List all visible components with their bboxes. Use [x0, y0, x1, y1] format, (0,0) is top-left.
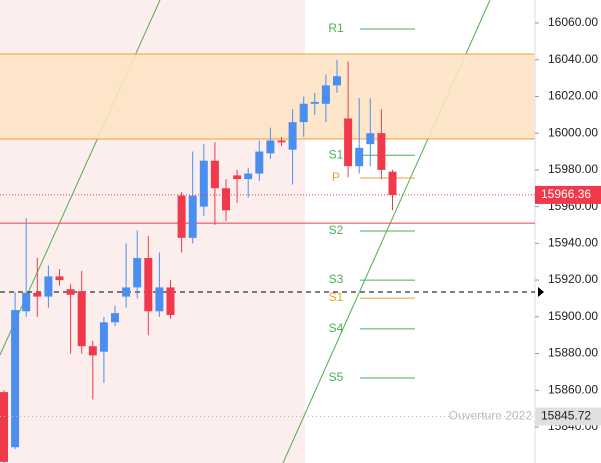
y-tick-label: 15880.00 [548, 346, 598, 360]
pivot-label: R1 [328, 21, 344, 35]
candle-body [188, 195, 197, 238]
y-tick-label: 16000.00 [548, 125, 598, 139]
candle-body [255, 151, 264, 174]
candle-body [22, 292, 31, 312]
pivot-label: S2 [329, 223, 344, 237]
pivot-label: S1 [329, 290, 344, 304]
candle-body [344, 118, 353, 167]
pivot-label: S5 [329, 370, 344, 384]
y-tick-label: 16060.00 [548, 15, 598, 29]
candle-body [210, 160, 219, 189]
candle-body [155, 287, 164, 312]
pivot-label: S1 [329, 147, 344, 161]
candle-body [166, 287, 175, 315]
candle-body [333, 76, 341, 86]
price-tag-label: 15966.36 [541, 187, 591, 201]
y-tick-label: 16040.00 [548, 52, 598, 66]
price-tag [535, 407, 601, 426]
candle-body [199, 160, 208, 207]
pivot-label: P [332, 170, 340, 184]
candle-body [222, 188, 230, 211]
candle-body [144, 258, 153, 312]
y-tick-label: 15860.00 [548, 382, 598, 396]
arrow [538, 287, 544, 298]
candle-body [66, 289, 75, 295]
candle-body [55, 276, 64, 281]
candle-body [11, 310, 20, 448]
pivot-label: S3 [329, 272, 344, 286]
y-tick-label: 15920.00 [548, 272, 598, 286]
zone [0, 53, 535, 140]
candle-body [366, 133, 375, 145]
candle-body [244, 173, 253, 180]
y-tick-label: 15980.00 [548, 162, 598, 176]
price-tag-label: 15845.72 [541, 409, 591, 423]
candle-body [299, 103, 308, 123]
y-tick-label: 16020.00 [548, 89, 598, 103]
candle-body [33, 292, 42, 297]
year-open-label: Ouverture 2022 [449, 409, 533, 423]
candle-body [122, 287, 131, 297]
candle-body [88, 346, 97, 356]
y-tick-label: 15900.00 [548, 309, 598, 323]
candle-body [266, 140, 275, 154]
pivot-label: S4 [329, 321, 344, 335]
candle-body [111, 313, 119, 323]
candle-body [388, 171, 397, 195]
candle-body [310, 101, 319, 104]
candle-body [0, 392, 8, 462]
candle-body [377, 133, 386, 170]
candle-body [355, 147, 364, 167]
candle-body [77, 291, 86, 347]
candle-body [177, 195, 186, 238]
price-tag [535, 185, 601, 204]
candle-body [133, 258, 142, 288]
candle-body [233, 175, 242, 180]
candle-body [277, 140, 286, 143]
candle-body [288, 122, 297, 150]
candle-body [99, 322, 108, 352]
y-tick-label: 15940.00 [548, 236, 598, 250]
candle-body [321, 85, 330, 104]
candle-body [44, 276, 53, 297]
